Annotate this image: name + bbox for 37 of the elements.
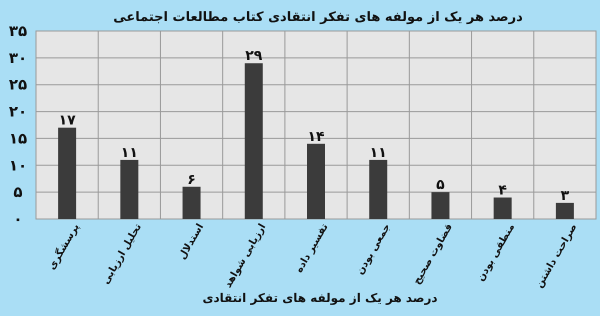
x-tick-label: استدلال xyxy=(177,222,206,262)
x-tick-label: پرسشگری xyxy=(44,220,82,272)
bar xyxy=(494,198,512,219)
data-label: ۱۱ xyxy=(120,144,138,161)
data-label: ۲۹ xyxy=(245,48,263,64)
bar xyxy=(182,186,201,219)
y-tick-label: ۳۵ xyxy=(8,22,28,40)
data-label: ۴ xyxy=(498,182,508,199)
bar xyxy=(431,192,450,219)
bar xyxy=(307,144,325,219)
bar xyxy=(58,128,76,219)
data-label: ۵ xyxy=(436,177,446,194)
x-tick-label: صراحت داشتن xyxy=(534,222,580,290)
bar xyxy=(369,160,388,219)
bar xyxy=(556,202,574,219)
data-label: ۱۴ xyxy=(307,128,325,145)
x-tick-label: تحلیل ارزیابی xyxy=(100,222,144,286)
bar xyxy=(120,160,138,219)
y-tick-label: ۵ xyxy=(13,183,23,202)
data-label: ۱۷ xyxy=(58,112,76,129)
chart-title: درصد هر یک از مولفه های تفکر انتقادی کتاب مطالعات اجتماعی xyxy=(113,10,524,25)
data-label: ۳ xyxy=(560,188,570,204)
y-tick-label: ۲۵ xyxy=(8,76,28,94)
data-label: ۶ xyxy=(187,172,196,188)
x-tick-label: ارزیابی شواهد xyxy=(222,222,268,290)
y-tick-label: ۱۵ xyxy=(8,129,28,148)
x-axis-title: درصد هر یک از مولفه های تفکر انتقادی xyxy=(202,291,438,305)
x-tick-label: قضاوت صحیح xyxy=(411,222,456,286)
x-tick-label: منطقی بودن xyxy=(475,222,518,284)
y-tick-label: ۲۰ xyxy=(8,102,28,121)
y-tick-label: ۰ xyxy=(13,210,23,228)
data-label: ۱۱ xyxy=(370,144,387,161)
x-tick-label: جمعی بودن xyxy=(354,222,393,277)
y-tick-label: ۳۰ xyxy=(8,48,28,67)
y-tick-label: ۱۰ xyxy=(8,156,28,174)
bar xyxy=(244,63,263,219)
x-tick-label: تفسیر داده xyxy=(294,222,331,275)
